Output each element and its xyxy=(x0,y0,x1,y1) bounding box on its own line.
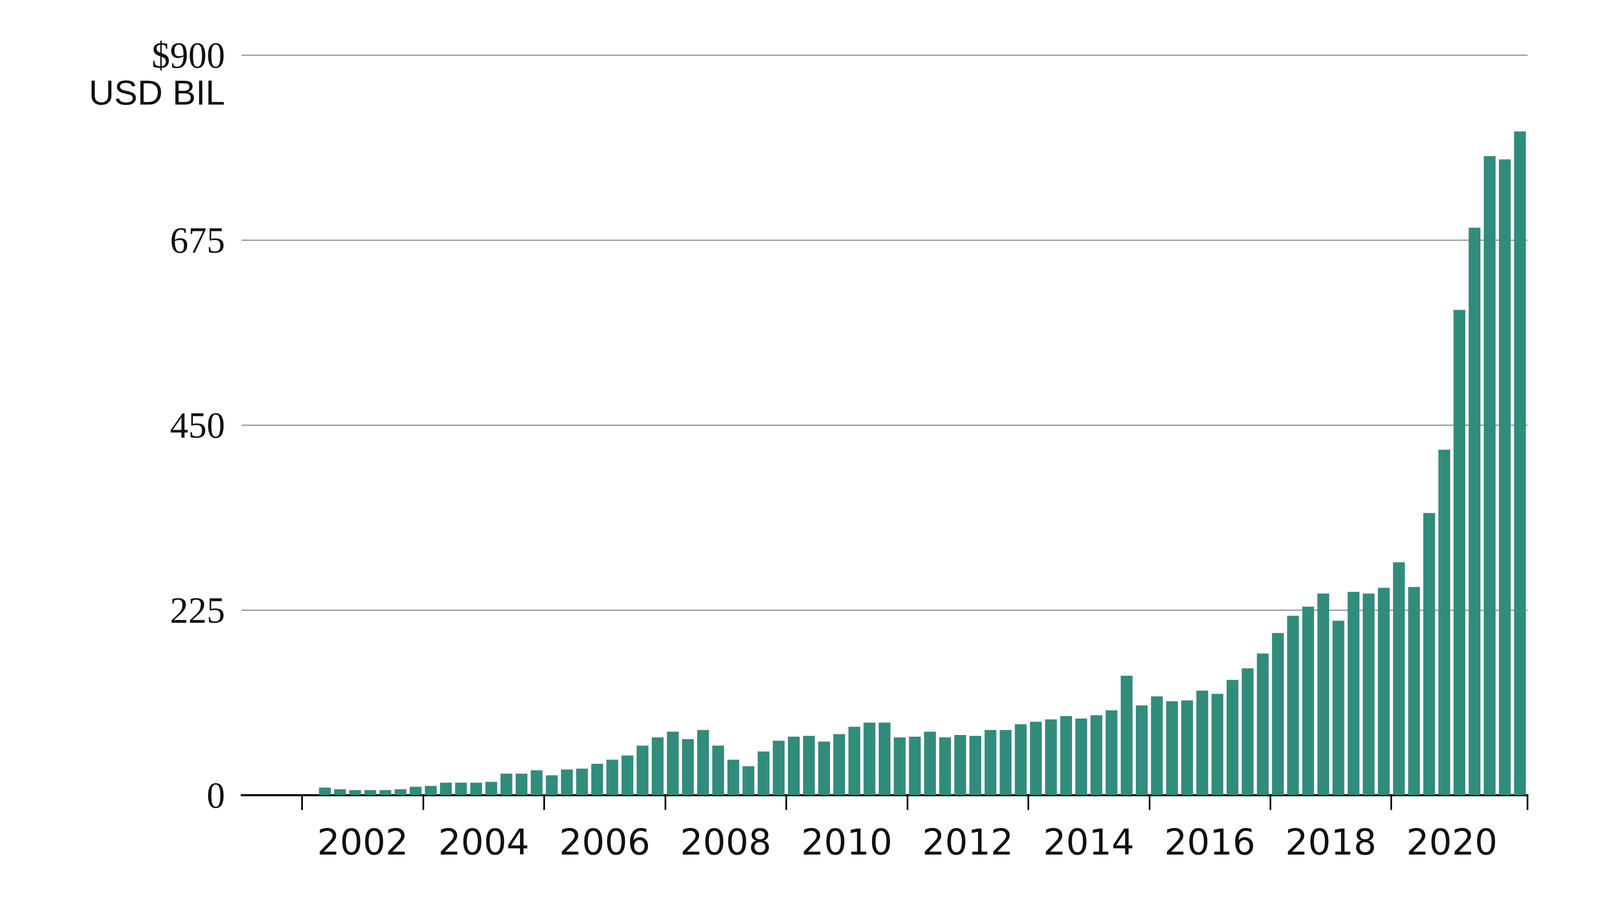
svg-text:2016: 2016 xyxy=(1164,821,1256,863)
svg-text:2010: 2010 xyxy=(801,821,893,863)
svg-text:2002: 2002 xyxy=(317,821,409,863)
svg-text:225: 225 xyxy=(170,590,225,631)
svg-text:2004: 2004 xyxy=(437,821,530,863)
svg-text:2018: 2018 xyxy=(1285,821,1377,863)
svg-text:675: 675 xyxy=(170,220,225,261)
svg-text:USD BIL: USD BIL xyxy=(88,72,225,113)
svg-text:0: 0 xyxy=(206,775,225,816)
svg-text:2014: 2014 xyxy=(1043,821,1135,863)
svg-text:450: 450 xyxy=(170,405,225,446)
svg-text:2012: 2012 xyxy=(922,821,1014,863)
svg-text:2006: 2006 xyxy=(559,821,651,863)
svg-text:$900: $900 xyxy=(151,35,225,76)
svg-text:2020: 2020 xyxy=(1406,821,1498,863)
svg-text:2008: 2008 xyxy=(680,821,772,863)
